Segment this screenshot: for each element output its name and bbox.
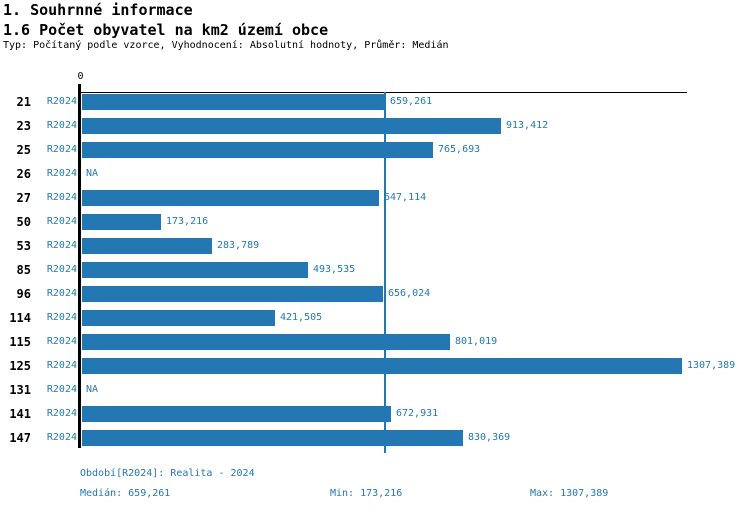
- value-label: 659,261: [390, 96, 433, 107]
- series-label: R2024: [46, 240, 77, 251]
- bar: [82, 118, 501, 134]
- y-axis-line: [78, 84, 81, 448]
- value-label: 421,505: [280, 312, 323, 323]
- stat-max: Max: 1307,389: [530, 488, 609, 499]
- series-label: R2024: [46, 360, 77, 371]
- category-label: 53: [16, 239, 31, 253]
- bar: [82, 94, 385, 110]
- series-label: R2024: [46, 288, 77, 299]
- series-label: R2024: [46, 312, 77, 323]
- chart-row: 125 R2024 1307,389: [0, 358, 750, 374]
- category-label: 50: [16, 215, 31, 229]
- category-label: 27: [16, 191, 31, 205]
- series-label: R2024: [46, 168, 77, 179]
- bar: [82, 406, 391, 422]
- bar: [82, 142, 433, 158]
- bar: [82, 286, 383, 302]
- chart-row: 25 R2024 765,693: [0, 142, 750, 158]
- series-label: R2024: [46, 192, 77, 203]
- chart-row: 115 R2024 801,019: [0, 334, 750, 350]
- bar: [82, 430, 463, 446]
- bar: [82, 214, 161, 230]
- value-label: 493,535: [313, 264, 356, 275]
- chart-row: 21 R2024 659,261: [0, 94, 750, 110]
- chart-row: 85 R2024 493,535: [0, 262, 750, 278]
- category-label: 125: [9, 359, 31, 373]
- bar: [82, 262, 308, 278]
- series-label: R2024: [46, 384, 77, 395]
- series-label: R2024: [46, 408, 77, 419]
- x-axis-zero-tick-label: 0: [77, 71, 84, 82]
- chart-row: 50 R2024 173,216: [0, 214, 750, 230]
- value-label: 647,114: [384, 192, 427, 203]
- value-label: 913,412: [506, 120, 549, 131]
- value-label: 801,019: [455, 336, 498, 347]
- series-label: R2024: [46, 144, 77, 155]
- bar: [82, 358, 682, 374]
- chart-title: 1.6 Počet obyvatel na km2 území obce: [3, 21, 329, 39]
- bar: [82, 334, 450, 350]
- value-label: 283,789: [217, 240, 260, 251]
- median-reference-line: [384, 92, 386, 453]
- stat-median: Medián: 659,261: [80, 488, 171, 499]
- chart-meta: Typ: Počítaný podle vzorce, Vyhodnocení:…: [3, 40, 449, 51]
- value-label: NA: [86, 168, 99, 179]
- value-label: 830,369: [468, 432, 511, 443]
- category-label: 147: [9, 431, 31, 445]
- category-label: 26: [16, 167, 31, 181]
- chart-row: 147 R2024 830,369: [0, 430, 750, 446]
- value-label: 672,931: [396, 408, 439, 419]
- category-label: 85: [16, 263, 31, 277]
- category-label: 23: [16, 119, 31, 133]
- category-label: 131: [9, 383, 31, 397]
- series-label: R2024: [46, 336, 77, 347]
- category-label: 96: [16, 287, 31, 301]
- value-label: NA: [86, 384, 99, 395]
- chart-row: 53 R2024 283,789: [0, 238, 750, 254]
- chart-row: 96 R2024 656,024: [0, 286, 750, 302]
- chart-row: 141 R2024 672,931: [0, 406, 750, 422]
- value-label: 173,216: [166, 216, 209, 227]
- legend-period: Období[R2024]: Realita - 2024: [80, 468, 255, 479]
- x-axis-top-line: [80, 92, 687, 93]
- section-title: 1. Souhrnné informace: [3, 1, 193, 19]
- chart-row: 131 R2024 NA: [0, 382, 750, 398]
- series-label: R2024: [46, 432, 77, 443]
- series-label: R2024: [46, 96, 77, 107]
- bar: [82, 310, 275, 326]
- bar: [82, 238, 212, 254]
- value-label: 656,024: [388, 288, 431, 299]
- series-label: R2024: [46, 216, 77, 227]
- chart-row: 26 R2024 NA: [0, 166, 750, 182]
- stat-min: Min: 173,216: [330, 488, 403, 499]
- category-label: 115: [9, 335, 31, 349]
- value-label: 765,693: [438, 144, 481, 155]
- category-label: 21: [16, 95, 31, 109]
- chart-row: 27 R2024 647,114: [0, 190, 750, 206]
- category-label: 25: [16, 143, 31, 157]
- value-label: 1307,389: [687, 360, 736, 371]
- category-label: 114: [9, 311, 31, 325]
- category-label: 141: [9, 407, 31, 421]
- series-label: R2024: [46, 120, 77, 131]
- chart-row: 114 R2024 421,505: [0, 310, 750, 326]
- chart-row: 23 R2024 913,412: [0, 118, 750, 134]
- series-label: R2024: [46, 264, 77, 275]
- bar: [82, 190, 379, 206]
